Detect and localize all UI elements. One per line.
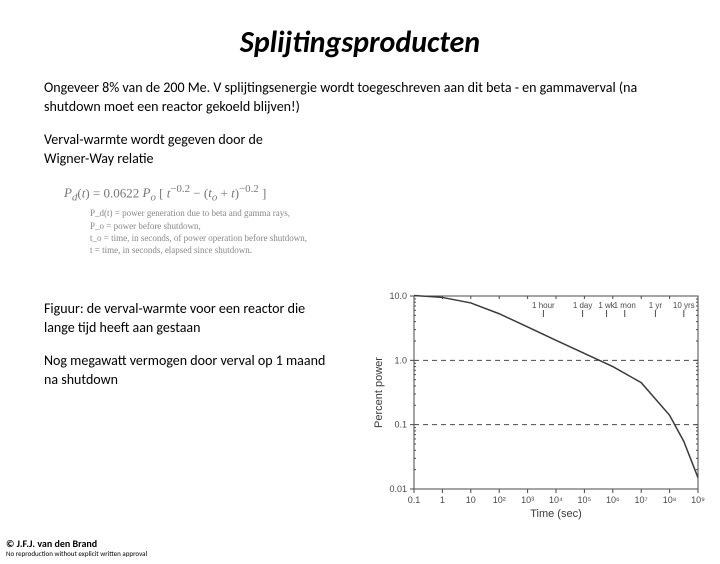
svg-text:0.1: 0.1 bbox=[394, 420, 407, 430]
svg-text:10⁹: 10⁹ bbox=[691, 495, 705, 505]
legend-line-4: t = time, in seconds, elapsed since shut… bbox=[90, 244, 720, 256]
svg-text:10 yrs: 10 yrs bbox=[673, 301, 695, 310]
svg-text:1 hour: 1 hour bbox=[532, 301, 555, 310]
svg-text:10²: 10² bbox=[493, 495, 506, 505]
svg-text:10⁸: 10⁸ bbox=[663, 495, 677, 505]
equation: Pd(t) = 0.0622 Po [ t−0.2 − (to + t)−0.2… bbox=[64, 183, 720, 204]
decay-heat-chart: 0.111010²10³10⁴10⁵10⁶10⁷10⁸10⁹0.010.11.0… bbox=[368, 284, 708, 524]
wigner-paragraph: Verval-warmte wordt gegeven door de Wign… bbox=[0, 131, 310, 169]
figure-caption: Figuur: de verval-warmte voor een reacto… bbox=[0, 300, 310, 338]
svg-text:0.01: 0.01 bbox=[389, 484, 407, 494]
svg-text:Time (sec): Time (sec) bbox=[530, 508, 582, 520]
svg-text:10⁷: 10⁷ bbox=[635, 495, 648, 505]
page-title: Splijtingsproducten bbox=[0, 24, 720, 61]
intro-paragraph: Ongeveer 8% van de 200 Me. V splijtingse… bbox=[0, 79, 720, 117]
legend-line-3: t_o = time, in seconds, of power operati… bbox=[90, 232, 720, 244]
legend-line-1: P_d(t) = power generation due to beta an… bbox=[90, 207, 720, 219]
footer: © J.F.J. van den Brand No reproduction w… bbox=[6, 538, 147, 558]
note-paragraph: Nog megawatt vermogen door verval op 1 m… bbox=[0, 352, 340, 390]
svg-text:1: 1 bbox=[440, 495, 445, 505]
svg-text:1 mon: 1 mon bbox=[614, 301, 636, 310]
legend-line-2: P_o = power before shutdown, bbox=[90, 220, 720, 232]
equation-block: Pd(t) = 0.0622 Po [ t−0.2 − (to + t)−0.2… bbox=[0, 183, 720, 256]
svg-text:1.0: 1.0 bbox=[394, 355, 407, 365]
copyright-sub: No reproduction without explicit written… bbox=[6, 550, 147, 558]
svg-text:10.0: 10.0 bbox=[389, 291, 407, 301]
svg-text:1 yr: 1 yr bbox=[649, 301, 663, 310]
svg-text:0.1: 0.1 bbox=[408, 495, 421, 505]
svg-text:10³: 10³ bbox=[521, 495, 534, 505]
copyright: © J.F.J. van den Brand bbox=[6, 538, 147, 550]
svg-text:10⁴: 10⁴ bbox=[549, 495, 563, 505]
svg-text:Percent power: Percent power bbox=[373, 357, 385, 428]
svg-text:10: 10 bbox=[466, 495, 476, 505]
svg-text:1 day: 1 day bbox=[573, 301, 593, 310]
equation-legend: P_d(t) = power generation due to beta an… bbox=[64, 207, 720, 256]
svg-text:10⁵: 10⁵ bbox=[578, 495, 592, 505]
svg-text:10⁶: 10⁶ bbox=[606, 495, 620, 505]
